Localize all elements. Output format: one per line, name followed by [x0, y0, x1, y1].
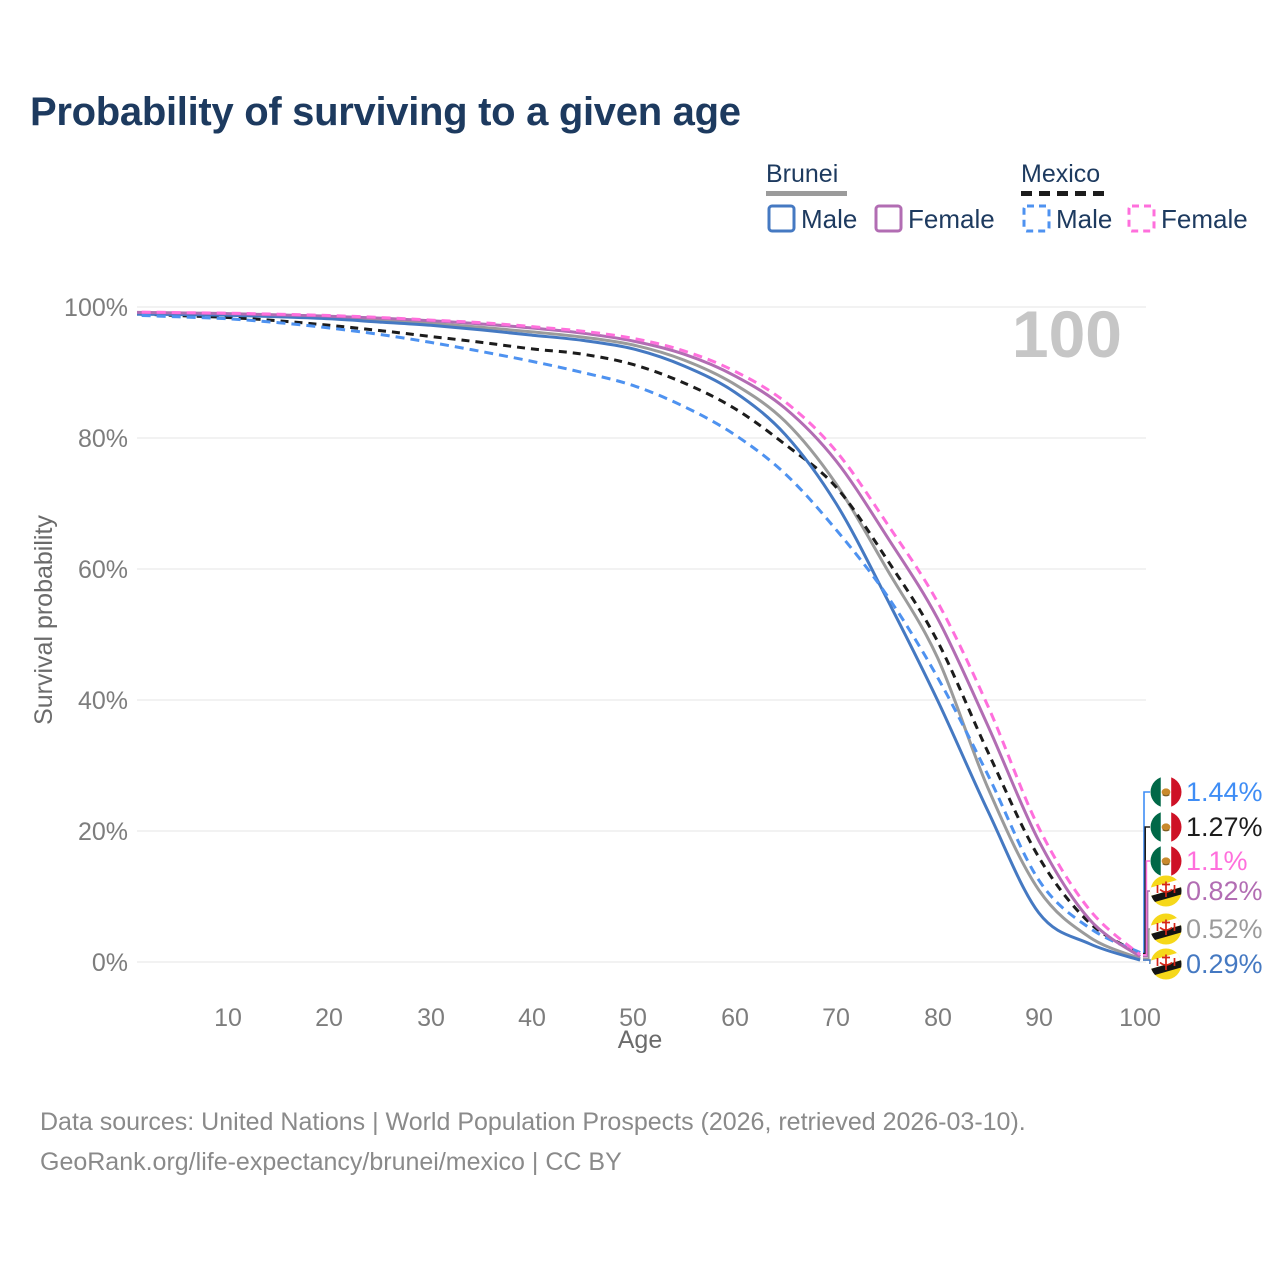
- mexico-flag-icon: [1151, 812, 1182, 843]
- brunei-flag-icon: [1145, 948, 1188, 980]
- x-axis-ticks: 10 20 30 40 50 60 70 80 90 100: [214, 1004, 1161, 1032]
- end-label-mexico-male: 1.44%: [1186, 777, 1263, 807]
- mexico-flag-icon: [1151, 777, 1182, 808]
- legend-label-mexico-male[interactable]: Male: [1056, 204, 1113, 234]
- x-tick: 20: [315, 1004, 343, 1032]
- end-label-mexico-both: 1.27%: [1186, 812, 1263, 842]
- legend-underline-mexico: [1021, 191, 1105, 196]
- y-tick: 80%: [78, 425, 128, 453]
- x-tick: 90: [1025, 1004, 1053, 1032]
- x-tick: 80: [924, 1004, 952, 1032]
- x-tick: 10: [214, 1004, 242, 1032]
- y-tick: 40%: [78, 687, 128, 715]
- x-tick: 30: [417, 1004, 445, 1032]
- legend-swatch-brunei-female[interactable]: [873, 203, 903, 233]
- x-axis-label: Age: [618, 1026, 662, 1054]
- end-label-brunei-female: 0.82%: [1186, 876, 1263, 906]
- y-tick: 100%: [64, 294, 128, 322]
- end-label-brunei-both: 0.52%: [1186, 914, 1263, 944]
- legend-label-brunei-male[interactable]: Male: [801, 204, 858, 234]
- line-brunei-both[interactable]: [127, 312, 1141, 960]
- x-tick: 60: [721, 1004, 749, 1032]
- end-label-mexico-female: 1.1%: [1186, 846, 1248, 876]
- legend-label-brunei-female[interactable]: Female: [908, 204, 995, 234]
- legend-label-mexico-female[interactable]: Female: [1161, 204, 1248, 234]
- y-tick: 20%: [78, 818, 128, 846]
- mexico-flag-icon: [1151, 846, 1182, 877]
- y-axis-ticks: 100% 80% 60% 40% 20% 0%: [64, 294, 128, 977]
- y-tick: 60%: [78, 556, 128, 584]
- y-axis-label: Survival probability: [30, 515, 58, 725]
- x-tick: 100: [1119, 1004, 1161, 1032]
- gridlines: [137, 306, 1146, 963]
- line-mexico-female[interactable]: [127, 310, 1142, 956]
- legend-underline-brunei: [766, 191, 847, 196]
- legend-group-mexico[interactable]: Mexico: [1021, 160, 1101, 188]
- line-mexico-male[interactable]: [127, 313, 1141, 954]
- line-brunei-female[interactable]: [127, 310, 1141, 958]
- age-watermark: 100: [1012, 297, 1122, 371]
- legend-swatch-brunei-male[interactable]: [766, 203, 796, 233]
- x-tick: 50: [619, 1004, 647, 1032]
- end-label-brunei-male: 0.29%: [1186, 949, 1263, 979]
- line-brunei-male[interactable]: [127, 312, 1141, 962]
- end-label-connectors: [1143, 791, 1151, 964]
- legend-group-brunei[interactable]: Brunei: [766, 160, 839, 188]
- data-sources-line: Data sources: United Nations | World Pop…: [40, 1108, 1026, 1136]
- brunei-flag-icon: [1145, 913, 1188, 945]
- brunei-flag-icon: [1145, 875, 1188, 907]
- line-mexico-both[interactable]: [127, 312, 1141, 955]
- attribution-line: GeoRank.org/life-expectancy/brunei/mexic…: [40, 1148, 622, 1176]
- y-tick: 0%: [92, 949, 128, 977]
- x-tick: 40: [518, 1004, 546, 1032]
- page-title: Probability of surviving to a given age: [30, 90, 741, 134]
- x-tick: 70: [822, 1004, 850, 1032]
